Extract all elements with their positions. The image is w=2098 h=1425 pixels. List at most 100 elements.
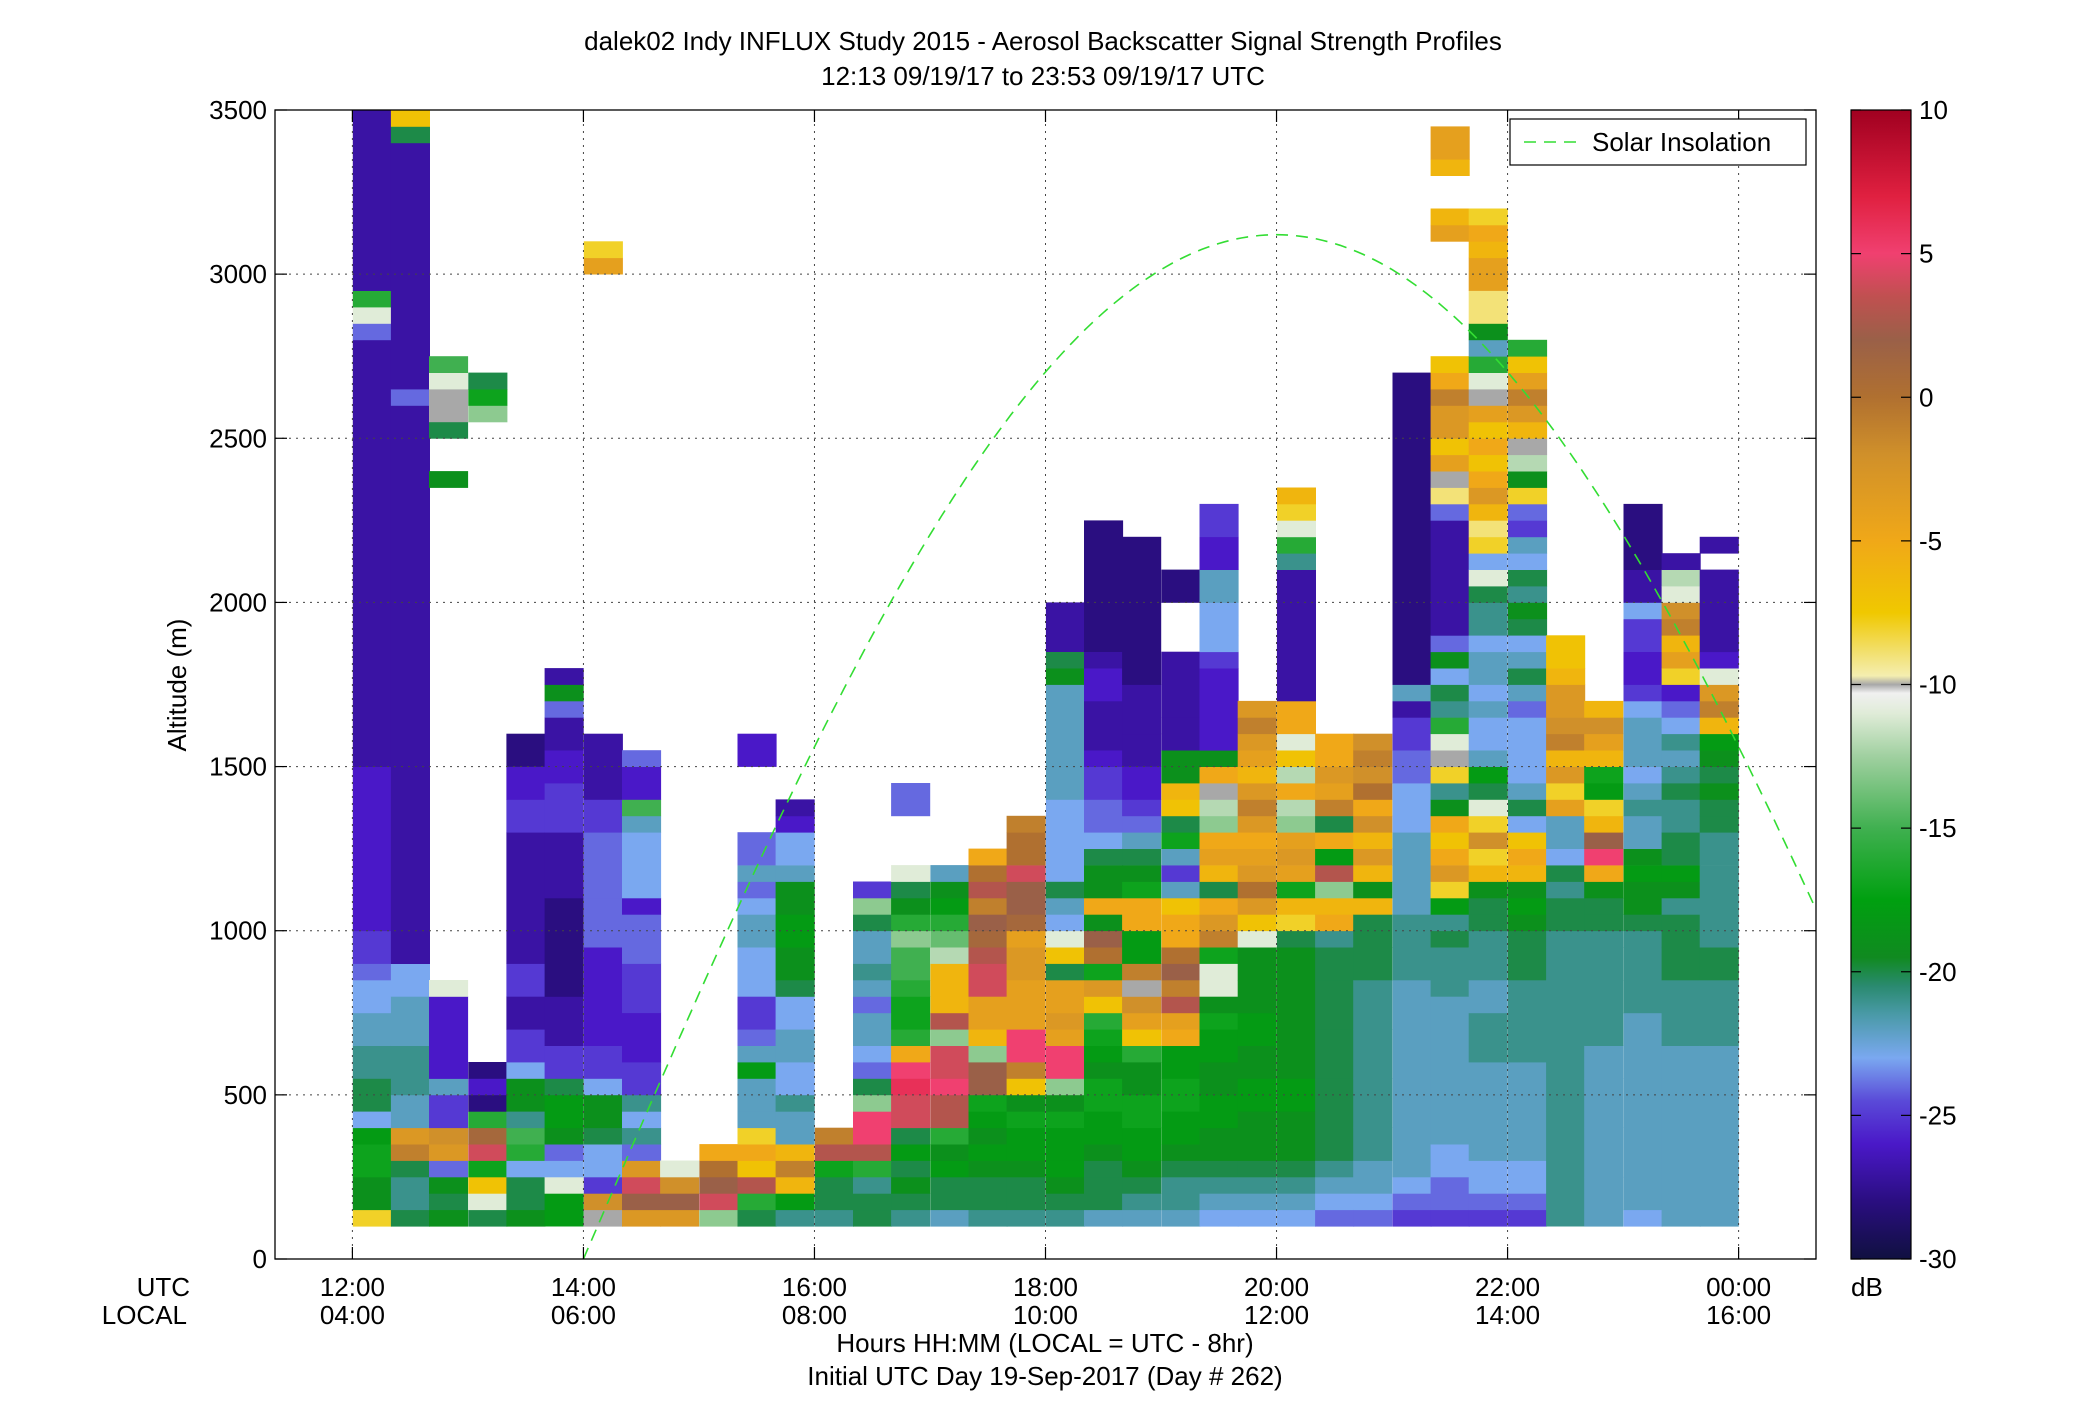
heatmap-cell <box>1661 717 1701 735</box>
heatmap-cell <box>775 1111 815 1129</box>
heatmap-cell <box>1584 799 1624 817</box>
heatmap-cell <box>1045 799 1085 833</box>
heatmap-cell <box>1276 815 1316 833</box>
heatmap-cell <box>622 1209 662 1227</box>
heatmap-cell <box>1468 668 1508 685</box>
heatmap-cell <box>622 897 662 915</box>
colorbar-unit: dB <box>1851 1272 1883 1302</box>
heatmap-cell <box>352 1176 392 1211</box>
heatmap-cell <box>1237 947 1277 981</box>
heatmap-cell <box>352 110 392 291</box>
heatmap-cell <box>1315 1160 1355 1178</box>
heatmap-cell <box>1199 914 1239 932</box>
heatmap-cell <box>1508 1160 1548 1194</box>
heatmap-cell <box>891 1160 931 1178</box>
x-axis-label-2: Initial UTC Day 19-Sep-2017 (Day # 262) <box>807 1361 1282 1391</box>
colorbar-tick-label: -20 <box>1919 957 1957 987</box>
heatmap-cell <box>1546 700 1586 718</box>
heatmap-cell <box>1315 733 1355 751</box>
heatmap-cell <box>1353 881 1393 899</box>
heatmap-cell <box>1699 897 1739 915</box>
heatmap-cell <box>1623 602 1663 620</box>
heatmap-cell <box>1315 1193 1355 1211</box>
heatmap-cell <box>699 1160 739 1178</box>
heatmap-cell <box>1508 339 1548 357</box>
heatmap-cell <box>968 914 1008 932</box>
heatmap-cell <box>1045 1094 1085 1112</box>
heatmap-cell <box>1006 914 1046 932</box>
heatmap-cell <box>1699 881 1739 899</box>
heatmap-cell <box>1508 389 1548 406</box>
heatmap-cell <box>1661 602 1701 620</box>
heatmap-cell <box>1045 668 1085 685</box>
heatmap-cell <box>1546 865 1586 882</box>
grid-lines <box>275 110 1816 1259</box>
heatmap-cell <box>1199 996 1239 1014</box>
heatmap-cell <box>1084 947 1124 964</box>
heatmap-cell <box>737 1176 777 1194</box>
heatmap-cell <box>1430 930 1470 948</box>
heatmap-cell <box>1161 914 1201 948</box>
heatmap-cell <box>1084 980 1124 997</box>
heatmap-cell <box>1276 733 1316 751</box>
heatmap-cell <box>1699 1176 1739 1211</box>
heatmap-cell <box>737 881 777 899</box>
heatmap-cell <box>1584 1078 1624 1128</box>
heatmap-cell <box>1661 865 1701 882</box>
x-row-label-local: LOCAL <box>102 1300 187 1330</box>
heatmap-cell <box>814 1209 854 1227</box>
heatmap-cell <box>1584 980 1624 1014</box>
heatmap-cell <box>1315 799 1355 817</box>
heatmap-cell <box>1084 1012 1124 1030</box>
heatmap-cell <box>1623 881 1663 899</box>
heatmap-cell <box>544 700 584 718</box>
heatmap-cell <box>1006 1144 1046 1161</box>
heatmap-cell <box>853 1029 893 1046</box>
heatmap-cell <box>1161 1111 1201 1145</box>
heatmap-cell <box>1584 750 1624 767</box>
heatmap-cell <box>1199 766 1239 784</box>
heatmap-cell <box>1315 865 1355 882</box>
y-tick-label: 3500 <box>209 95 267 125</box>
heatmap-cell <box>622 1062 662 1096</box>
x-tick-labels: 12:0004:0014:0006:0016:0008:0018:0010:00… <box>320 1272 1771 1330</box>
heatmap-cell <box>1623 1176 1663 1211</box>
heatmap-cell <box>1623 717 1663 751</box>
heatmap-cell <box>1584 1176 1624 1211</box>
heatmap-cell <box>968 1094 1008 1112</box>
heatmap-cell <box>1661 799 1701 817</box>
heatmap-cell <box>1468 1209 1508 1227</box>
heatmap-cell <box>352 1012 392 1046</box>
heatmap-cell <box>737 1111 777 1129</box>
heatmap-cell <box>1623 503 1663 570</box>
heatmap-cell <box>1546 1160 1586 1194</box>
heatmap-cell <box>1546 717 1586 735</box>
heatmap-cell <box>775 996 815 1030</box>
heatmap-cell <box>1353 799 1393 817</box>
y-tick-label: 0 <box>253 1244 267 1274</box>
heatmap-cell <box>1468 389 1508 406</box>
heatmap-cell <box>775 799 815 817</box>
heatmap-cell <box>1084 1111 1124 1129</box>
y-tick-labels: 0 500 1000 1500 2000 2500 3000 3500 <box>209 95 267 1274</box>
heatmap-cell <box>930 1094 970 1129</box>
heatmap-cell <box>1430 897 1470 915</box>
heatmap-cell <box>891 996 931 1030</box>
heatmap-cell <box>583 733 623 800</box>
heatmap-cell <box>1006 815 1046 833</box>
heatmap-cell <box>583 832 623 899</box>
heatmap-cell <box>1006 1176 1046 1211</box>
heatmap-cell <box>1468 339 1508 357</box>
heatmap-cell <box>1546 733 1586 751</box>
heatmap-cell <box>544 1078 584 1096</box>
heatmap-cell <box>1468 947 1508 981</box>
heatmap-cell <box>891 1094 931 1129</box>
heatmap-cell <box>1084 996 1124 1014</box>
heatmap-cell <box>1508 848 1548 866</box>
heatmap-cell <box>853 1127 893 1145</box>
heatmap-cell <box>853 1144 893 1161</box>
heatmap-cell <box>1199 881 1239 899</box>
chart-subtitle: 12:13 09/19/17 to 23:53 09/19/17 UTC <box>821 61 1265 91</box>
heatmap-cell <box>1084 520 1124 603</box>
heatmap-cell <box>390 389 430 406</box>
